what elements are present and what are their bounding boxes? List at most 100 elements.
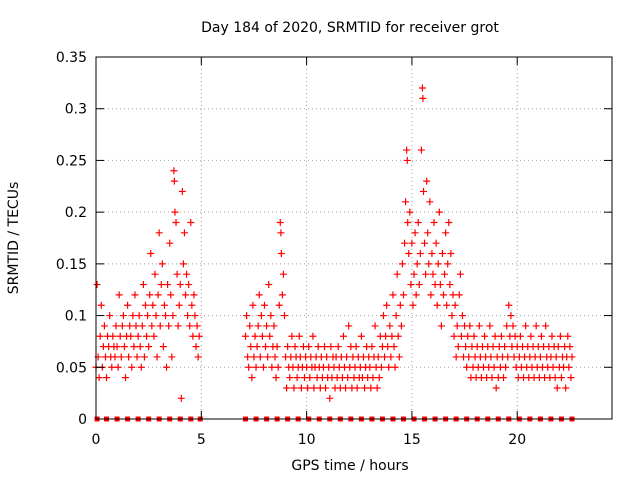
data-point: [180, 229, 188, 237]
data-point: [150, 332, 158, 340]
data-point: [126, 322, 134, 330]
data-point: [186, 322, 194, 330]
data-point: [174, 322, 182, 330]
data-point: [424, 229, 432, 237]
data-point: [428, 250, 436, 258]
data-point: [152, 312, 160, 320]
data-point: [385, 363, 393, 371]
data-point: [165, 322, 173, 330]
data-point: [121, 374, 129, 382]
data-point: [444, 260, 452, 268]
data-point: [409, 301, 417, 309]
data-point: [339, 332, 347, 340]
data-point: [264, 353, 272, 361]
data-point: [387, 353, 395, 361]
data-point: [144, 312, 152, 320]
data-point: [147, 250, 155, 258]
data-point: [503, 322, 511, 330]
data-point: [429, 270, 437, 278]
data-point: [410, 270, 418, 278]
data-point: [454, 343, 462, 351]
data-point: [505, 301, 513, 309]
data-point: [433, 301, 441, 309]
grid: [96, 57, 612, 419]
data-point: [375, 374, 383, 382]
data-point: [489, 343, 497, 351]
data-point: [458, 312, 466, 320]
data-point: [130, 343, 138, 351]
data-point: [552, 353, 560, 361]
data-point: [157, 281, 165, 289]
data-point: [562, 384, 570, 392]
data-point: [373, 384, 381, 392]
data-point: [394, 332, 402, 340]
data-point: [267, 312, 275, 320]
data-point: [244, 353, 252, 361]
data-point: [170, 177, 178, 185]
data-point: [255, 291, 263, 299]
data-point: [450, 332, 458, 340]
data-point: [138, 322, 146, 330]
data-point: [314, 343, 322, 351]
data-point: [412, 291, 420, 299]
data-point: [115, 291, 123, 299]
data-point: [421, 239, 429, 247]
data-point: [305, 343, 313, 351]
data-point: [527, 332, 535, 340]
y-tick-label: 0.1: [65, 309, 87, 325]
data-point: [420, 187, 428, 195]
data-point: [171, 208, 179, 216]
data-point: [371, 322, 379, 330]
data-point: [345, 322, 353, 330]
data-point: [159, 343, 167, 351]
data-point: [504, 353, 512, 361]
data-point: [455, 291, 463, 299]
data-point: [464, 332, 472, 340]
data-point: [403, 156, 411, 164]
data-point: [173, 270, 181, 278]
data-point: [397, 322, 405, 330]
data-point: [470, 332, 478, 340]
data-point: [288, 332, 296, 340]
data-point: [283, 384, 291, 392]
data-point: [448, 312, 456, 320]
data-point: [383, 301, 391, 309]
data-point: [256, 353, 264, 361]
data-point: [243, 312, 251, 320]
data-point: [564, 332, 572, 340]
data-point: [155, 229, 163, 237]
data-point: [414, 218, 422, 226]
data-point: [100, 322, 108, 330]
x-tick-label: 10: [298, 432, 316, 448]
data-point: [151, 270, 159, 278]
x-axis-label: GPS time / hours: [291, 458, 408, 474]
data-point: [119, 312, 127, 320]
data-point: [271, 353, 279, 361]
data-point: [131, 291, 139, 299]
data-point: [279, 270, 287, 278]
data-point: [247, 343, 255, 351]
data-point: [401, 239, 409, 247]
data-point: [481, 332, 489, 340]
data-point: [191, 312, 199, 320]
data-point: [124, 301, 132, 309]
data-point: [490, 363, 498, 371]
data-point: [567, 374, 575, 382]
data-point: [170, 167, 178, 175]
data-point: [178, 187, 186, 195]
data-point: [422, 270, 430, 278]
data-point: [488, 374, 496, 382]
data-point: [393, 270, 401, 278]
data-point: [163, 363, 171, 371]
data-point: [268, 363, 276, 371]
data-point: [254, 322, 262, 330]
data-point: [310, 384, 318, 392]
y-tick-label: 0.25: [56, 153, 87, 169]
data-point: [432, 239, 440, 247]
data-point: [143, 332, 151, 340]
data-point: [93, 281, 101, 289]
data-point: [386, 322, 394, 330]
data-point: [549, 363, 557, 371]
data-point: [367, 384, 375, 392]
data-point: [293, 374, 301, 382]
